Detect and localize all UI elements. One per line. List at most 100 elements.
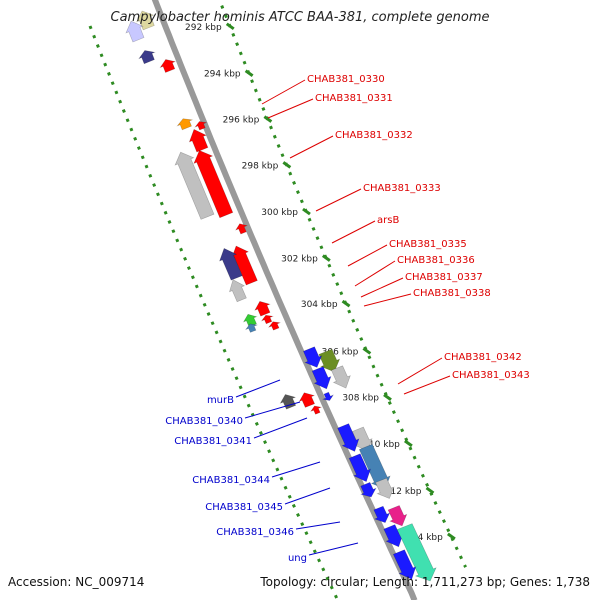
- reverse-gene-leader-line: [267, 98, 314, 119]
- gene-feature-0345b: [348, 453, 371, 483]
- kbp-tick-label: 304 kbp: [301, 300, 338, 310]
- kbp-tick-label: 300 kbp: [261, 208, 298, 218]
- forward-gene-label: CHAB381_0341: [174, 436, 252, 447]
- gene-feature-0332a: [188, 128, 209, 153]
- gene-feature-0341: [321, 391, 335, 401]
- gene-feature-0345c: [360, 482, 377, 498]
- reverse-gene-label: CHAB381_0330: [307, 74, 385, 85]
- gene-feature-0329: [159, 59, 177, 73]
- gene-feature-top-lavender: [125, 20, 145, 43]
- gene-feature-murB: [318, 348, 341, 373]
- forward-gene-label: CHAB381_0345: [205, 502, 283, 513]
- gene-feature-0330: [176, 118, 194, 131]
- reverse-gene-label: CHAB381_0332: [335, 130, 413, 141]
- kbp-tick-mark: [341, 299, 351, 308]
- right-scale-track: [88, 25, 340, 600]
- reverse-gene-leader-line: [363, 293, 412, 307]
- gene-feature-top-tan: [136, 10, 155, 31]
- kbp-tick-mark: [263, 115, 273, 123]
- kbp-tick-label: 314 kbp: [406, 533, 443, 543]
- reverse-gene-label: arsB: [377, 215, 399, 226]
- map-title: Campylobacter hominis ATCC BAA-381, comp…: [110, 10, 490, 25]
- reverse-gene-label: CHAB381_0338: [413, 288, 491, 299]
- kbp-tick-label: 308 kbp: [342, 394, 379, 404]
- gene-feature-ung: [396, 523, 437, 582]
- gene-feature-0340: [303, 346, 323, 368]
- forward-gene-leader-line: [284, 487, 331, 505]
- gene-feature-0333: [174, 151, 215, 220]
- gene-feature-0336: [229, 279, 247, 303]
- reverse-gene-label: CHAB381_0335: [389, 239, 467, 250]
- kbp-tick-mark: [244, 69, 254, 77]
- forward-gene-label: murB: [207, 395, 234, 406]
- reverse-gene-leader-line: [331, 220, 376, 244]
- reverse-gene-leader-line: [403, 375, 451, 395]
- gene-feature-0332: [193, 150, 234, 219]
- forward-gene-leader-line: [235, 379, 281, 398]
- accession-text: Accession: NC_009714: [8, 575, 145, 589]
- kbp-tick-mark: [362, 347, 372, 355]
- kbp-tick-label: 302 kbp: [281, 255, 318, 265]
- gene-feature-0328: [138, 50, 156, 65]
- reverse-gene-label: CHAB381_0331: [315, 93, 393, 104]
- reverse-gene-label: CHAB381_0336: [397, 255, 475, 266]
- reverse-gene-leader-line: [360, 277, 404, 298]
- reverse-gene-leader-line: [261, 79, 306, 105]
- gene-feature-0346c: [383, 524, 404, 548]
- gene-feature-arsB-small: [235, 223, 248, 235]
- gene-feature-0342: [298, 392, 316, 408]
- reverse-gene-label: CHAB381_0333: [363, 183, 441, 194]
- kbp-tick-mark: [225, 22, 235, 31]
- reverse-gene-leader-line: [315, 188, 362, 212]
- kbp-tick-label: 310 kbp: [363, 440, 400, 450]
- kbp-tick-label: 312 kbp: [385, 487, 422, 497]
- reverse-gene-leader-line: [289, 135, 334, 159]
- gene-feature-0339b: [267, 321, 282, 331]
- forward-gene-leader-line: [308, 542, 359, 556]
- left-scale-track: [217, 0, 467, 568]
- kbp-tick-label: 294 kbp: [204, 70, 241, 80]
- forward-gene-leader-line: [253, 417, 308, 439]
- kbp-tick-mark: [282, 161, 292, 169]
- gene-feature-0343: [279, 394, 297, 410]
- forward-gene-label: ung: [288, 553, 307, 564]
- gene-feature-0335: [219, 247, 243, 281]
- gene-feature-0337: [254, 301, 271, 317]
- reverse-gene-leader-line: [397, 357, 443, 385]
- gene-feature-0339: [260, 314, 274, 325]
- kbp-tick-mark: [425, 486, 435, 495]
- gene-feature-0331: [194, 121, 208, 131]
- gene-feature-0344: [337, 423, 360, 452]
- forward-gene-leader-line: [244, 401, 301, 419]
- reverse-gene-leader-line: [347, 244, 388, 267]
- gene-feature-0343b: [310, 405, 323, 415]
- kbp-tick-label: 306 kbp: [322, 347, 359, 357]
- gene-feature-0340b: [311, 366, 332, 390]
- gene-feature-0344a: [351, 426, 373, 452]
- gene-feature-0346: [387, 505, 408, 527]
- reverse-gene-leader-line: [354, 260, 396, 287]
- forward-gene-label: CHAB381_0344: [192, 475, 270, 486]
- forward-gene-leader-line: [295, 521, 341, 530]
- reverse-gene-label: CHAB381_0342: [444, 352, 522, 363]
- forward-gene-label: CHAB381_0340: [165, 416, 243, 427]
- reverse-gene-label: CHAB381_0343: [452, 370, 530, 381]
- kbp-tick-mark: [383, 393, 392, 401]
- kbp-tick-mark: [302, 207, 311, 216]
- forward-gene-leader-line: [271, 461, 321, 478]
- kbp-tick-mark: [446, 532, 456, 541]
- genome-summary-text: Topology: circular; Length: 1,711,273 bp…: [260, 575, 590, 589]
- gene-feature-murB-b: [330, 365, 351, 389]
- forward-gene-label: CHAB381_0346: [216, 527, 294, 538]
- kbp-tick-label: 298 kbp: [242, 161, 279, 171]
- gene-feature-0346b: [373, 505, 391, 523]
- gene-feature-ung-b: [392, 549, 417, 580]
- kbp-tick-label: 296 kbp: [223, 116, 260, 126]
- kbp-tick-label: 292 kbp: [185, 23, 222, 33]
- gene-feature-0338b: [244, 323, 259, 333]
- reverse-gene-label: CHAB381_0337: [405, 272, 483, 283]
- kbp-tick-mark: [321, 254, 331, 262]
- gene-feature-0345d: [375, 477, 395, 499]
